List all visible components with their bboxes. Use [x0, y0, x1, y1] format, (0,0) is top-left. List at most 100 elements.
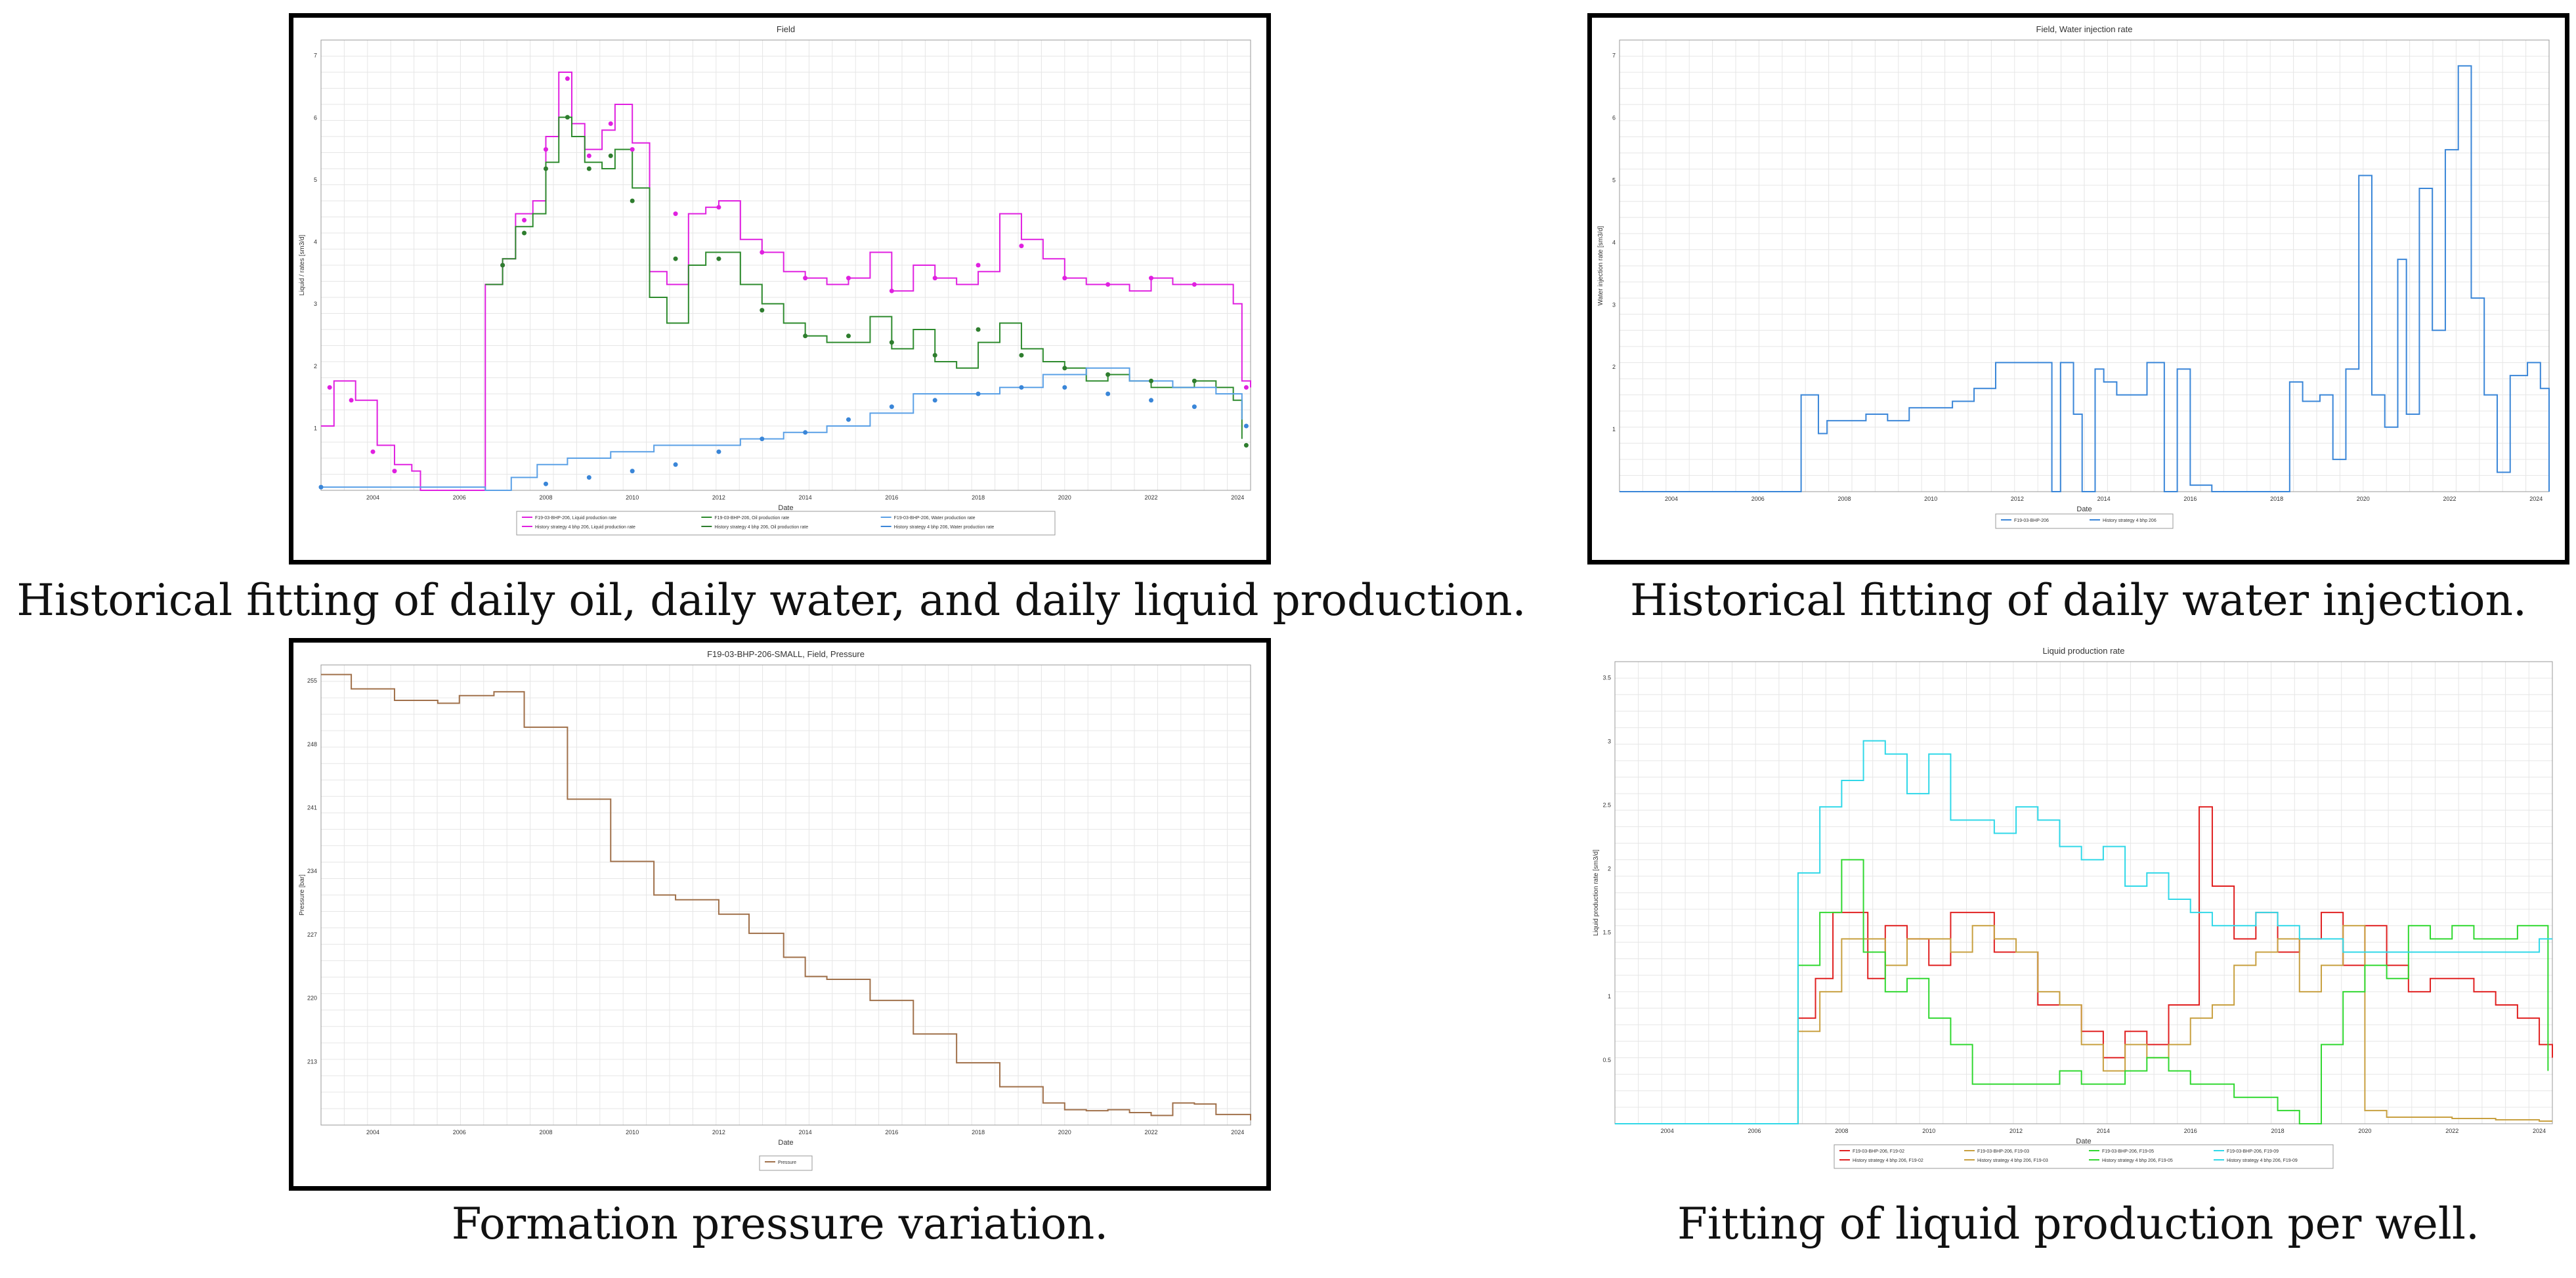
y-tick-label: 1 [314, 425, 317, 431]
x-tick-label: 2008 [1835, 1128, 1848, 1134]
legend-entry: F19-03-BHP-206 [2014, 519, 2049, 523]
data-point [543, 481, 548, 486]
x-tick-label: 2020 [1058, 1129, 1071, 1136]
data-point [803, 430, 808, 435]
x-tick-label: 2016 [2183, 496, 2197, 502]
data-point [1243, 442, 1249, 448]
data-point [565, 115, 570, 120]
chart-injection: Field, Water injection rate 2004 2006 2008 2… [1597, 24, 2550, 529]
x-tick-label: 2010 [626, 1129, 639, 1136]
y-tick-label: 3 [1608, 738, 1611, 744]
data-point [1191, 404, 1197, 410]
x-tick-label: 2006 [1751, 496, 1765, 502]
legend-entry: Pressure [778, 1161, 796, 1165]
data-point [803, 276, 808, 281]
series-line-1 [1615, 925, 2552, 1124]
chart-panel-pressure: F19-03-BHP-206-SMALL, Field, Pressure 200… [289, 638, 1271, 1191]
x-tick-label: 2022 [2445, 1128, 2458, 1134]
y-tick-label: 6 [1612, 115, 1616, 121]
data-point [1243, 385, 1249, 390]
y-tick-label: 2 [1612, 364, 1616, 370]
x-tick-label: 2006 [1748, 1128, 1761, 1134]
y-axis-label: Pressure [bar] [299, 874, 306, 916]
x-tick-label: 2022 [1145, 494, 1158, 501]
x-tick-label: 2018 [2271, 1128, 2285, 1134]
x-tick-label: 2022 [1145, 1129, 1158, 1136]
legend-entry: History strategy 4 bhp 206, Oil producti… [714, 525, 808, 530]
series-line-1 [485, 116, 1243, 439]
x-tick-label: 2006 [453, 1129, 466, 1136]
x-tick-label: 2012 [2011, 496, 2024, 502]
x-tick-label: 2018 [2270, 496, 2283, 502]
legend-entry: History strategy 4 bhp 206, F19-09 [2227, 1159, 2298, 1163]
data-point [586, 475, 591, 480]
series-line-0 [321, 673, 1251, 1120]
x-tick-label: 2008 [539, 494, 552, 501]
data-point [716, 256, 721, 261]
plot-area [320, 664, 1251, 1126]
y-tick-label: 2.5 [1602, 801, 1611, 808]
marker-group-2 [318, 385, 1249, 490]
y-tick-label: 255 [307, 677, 317, 684]
caption-injection: Historical fitting of daily water inject… [1630, 575, 2527, 626]
data-point [760, 437, 765, 442]
data-point [846, 417, 851, 422]
data-point [1062, 366, 1067, 371]
legend-entry: F19-03-BHP-206, F19-05 [2102, 1149, 2154, 1154]
series-line-2 [321, 367, 1243, 491]
y-tick-label: 7 [314, 53, 317, 59]
data-point [318, 484, 324, 490]
plot-area [1614, 661, 2553, 1124]
x-tick-label: 2018 [972, 494, 985, 501]
y-tick-label: 3.5 [1602, 674, 1611, 681]
data-point [586, 153, 591, 158]
data-point [1191, 378, 1197, 383]
y-tick-label: 4 [314, 239, 317, 245]
data-point [608, 153, 613, 158]
y-tick-label: 1.5 [1602, 929, 1611, 936]
data-point [932, 352, 937, 358]
data-point [1191, 282, 1197, 287]
legend-entry: History strategy 4 bhp 206, F19-05 [2102, 1159, 2173, 1163]
marker-group-1 [500, 115, 1249, 448]
y-tick-label: 3 [1612, 301, 1616, 308]
y-tick-label: 2 [314, 363, 317, 370]
y-axis-label: Liquid / rates [sm3/d] [299, 234, 306, 295]
x-tick-label: 2004 [1665, 496, 1678, 502]
y-tick-label: 1 [1608, 993, 1611, 1000]
legend-entry: F19-03-BHP-206, F19-03 [1977, 1149, 2029, 1154]
y-tick-label: 5 [314, 177, 317, 183]
x-tick-label: 2004 [1661, 1128, 1674, 1134]
data-point [760, 308, 765, 313]
legend-entry: History strategy 4 bhp 206, Liquid produ… [535, 525, 635, 530]
data-point [543, 166, 548, 171]
data-point [889, 404, 894, 410]
x-tick-label: 2024 [1231, 494, 1244, 501]
legend-box [1834, 1144, 2334, 1169]
data-point [716, 205, 721, 210]
legend-entry: History strategy 4 bhp 206, F19-02 [1853, 1159, 1923, 1163]
caption-pressure: Formation pressure variation. [451, 1199, 1109, 1249]
series-line-0 [1620, 65, 2550, 492]
caption-field: Historical fitting of daily oil, daily w… [16, 575, 1526, 626]
data-point [1019, 385, 1024, 390]
x-tick-label: 2018 [972, 1129, 985, 1136]
x-tick-label: 2014 [799, 494, 812, 501]
data-point [976, 391, 981, 396]
data-point [630, 198, 635, 203]
series-line-2 [1615, 859, 2549, 1124]
data-point [846, 276, 851, 281]
legend-entry: History strategy 4 bhp 206, Water produc… [894, 525, 995, 530]
data-point [1149, 378, 1154, 383]
x-tick-label: 2012 [2009, 1128, 2023, 1134]
x-tick-label: 2010 [1922, 1128, 1935, 1134]
plot-area [320, 39, 1251, 491]
caption-wells: Fitting of liquid production per well. [1677, 1199, 2479, 1249]
data-point [673, 211, 678, 217]
data-point [586, 166, 591, 171]
y-tick-label: 248 [307, 741, 317, 748]
data-point [1106, 391, 1111, 396]
x-tick-label: 2024 [2533, 1128, 2546, 1134]
data-point [803, 333, 808, 339]
